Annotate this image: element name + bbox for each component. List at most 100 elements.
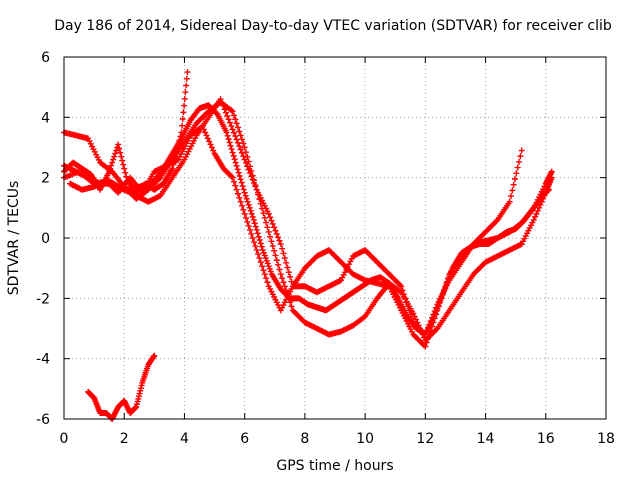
data-point <box>513 170 520 177</box>
data-point <box>225 116 232 123</box>
data-point <box>251 180 258 187</box>
x-tick-label: 8 <box>300 431 309 447</box>
data-point <box>217 96 224 103</box>
data-point <box>249 176 256 183</box>
data-point <box>210 147 217 154</box>
data-point <box>238 149 245 156</box>
data-point <box>237 132 244 139</box>
data-point <box>263 219 270 226</box>
data-point <box>230 178 237 185</box>
data-point <box>281 255 288 262</box>
data-point <box>231 156 238 163</box>
data-point <box>179 122 186 129</box>
data-point <box>236 128 243 135</box>
data-point <box>169 165 176 172</box>
data-point <box>244 198 251 205</box>
data-point <box>237 146 244 153</box>
x-tick-label: 2 <box>120 431 129 447</box>
x-axis-title: GPS time / hours <box>276 458 393 474</box>
data-point <box>118 153 125 160</box>
data-point <box>180 109 187 116</box>
data-point <box>423 339 430 346</box>
data-point <box>244 163 251 170</box>
data-point <box>204 135 211 142</box>
data-point <box>534 207 541 214</box>
data-point <box>230 152 237 159</box>
data-point <box>249 235 256 241</box>
data-point <box>408 315 415 322</box>
data-point <box>174 145 181 152</box>
data-point <box>540 195 547 202</box>
data-point <box>267 214 274 221</box>
y-tick-label: 4 <box>41 110 50 126</box>
data-point <box>276 266 283 273</box>
data-point <box>234 124 241 131</box>
x-tick-label: 16 <box>537 431 555 447</box>
data-point <box>241 156 248 163</box>
data-point <box>232 182 239 189</box>
data-point <box>179 116 186 123</box>
data-point <box>267 233 274 240</box>
data-point <box>400 291 407 298</box>
data-point <box>203 132 210 139</box>
data-point <box>218 99 225 106</box>
x-tick-labels: 0 2 4 6 8 10 12 14 16 18 <box>60 431 615 447</box>
data-point <box>184 69 191 76</box>
x-tick-label: 14 <box>477 431 495 447</box>
data-point <box>220 102 227 109</box>
x-tick-label: 6 <box>240 431 249 447</box>
data-point <box>248 173 255 180</box>
data-point <box>280 279 287 286</box>
data-point <box>429 314 436 321</box>
grid-lines <box>64 57 606 419</box>
data-point <box>538 198 545 205</box>
y-tick-label: -4 <box>36 352 50 368</box>
data-point <box>433 304 440 311</box>
data-point <box>207 141 214 148</box>
data-point <box>183 82 190 89</box>
chart-title: Day 186 of 2014, Sidereal Day-to-day VTE… <box>54 18 612 34</box>
data-point <box>279 245 286 252</box>
data-point <box>236 143 243 150</box>
data-point <box>228 173 235 180</box>
data-point <box>423 328 430 335</box>
data-point <box>283 259 290 266</box>
data-point <box>236 194 243 201</box>
data-point <box>243 195 250 202</box>
data-point <box>241 210 248 217</box>
data-point <box>277 271 284 278</box>
data-point <box>222 109 229 116</box>
data-point <box>251 239 258 246</box>
data-point <box>288 303 295 310</box>
data-point <box>115 141 122 148</box>
series-track-d <box>61 96 525 338</box>
data-point <box>240 186 247 193</box>
data-point <box>111 153 118 160</box>
data-point <box>287 299 294 306</box>
data-point <box>260 210 267 217</box>
data-point <box>264 279 271 286</box>
data-point <box>112 150 119 157</box>
data-point <box>254 230 261 237</box>
data-point <box>108 162 115 169</box>
data-point <box>109 159 116 166</box>
data-point <box>119 157 126 164</box>
data-point <box>271 224 278 231</box>
x-tick-label: 12 <box>416 431 434 447</box>
data-point <box>252 223 259 230</box>
data-point <box>208 144 215 151</box>
y-tick-label: -2 <box>36 291 50 307</box>
data-point <box>224 132 231 139</box>
data-point <box>238 179 245 186</box>
data-point <box>229 126 236 133</box>
y-tick-label: 6 <box>41 50 50 66</box>
x-tick-label: 0 <box>60 431 69 447</box>
data-point <box>264 224 271 231</box>
data-point <box>235 169 242 176</box>
data-point <box>283 287 290 294</box>
data-point <box>511 176 518 183</box>
data-point <box>258 243 265 250</box>
data-point <box>202 129 209 136</box>
data-point <box>275 261 282 268</box>
